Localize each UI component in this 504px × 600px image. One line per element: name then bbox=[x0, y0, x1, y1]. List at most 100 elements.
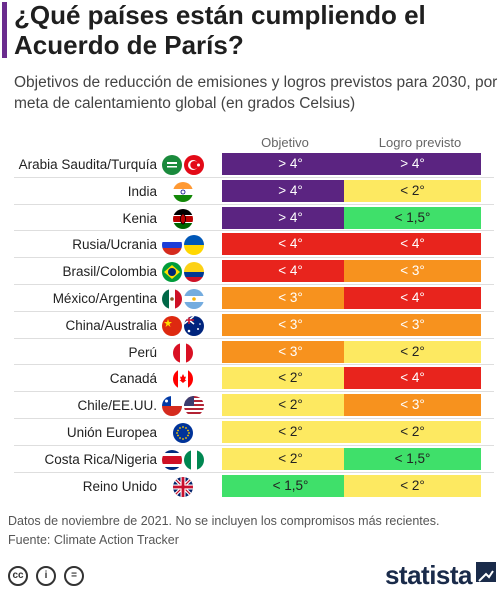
objetivo-cell: < 3° bbox=[222, 287, 359, 309]
row-divider bbox=[14, 204, 494, 205]
subtitle: Objetivos de reducción de emisiones y lo… bbox=[14, 74, 498, 112]
nd-icon: = bbox=[64, 566, 84, 586]
objetivo-cell: < 4° bbox=[222, 233, 359, 255]
accent-bar bbox=[2, 2, 7, 58]
chile-flag-icon bbox=[162, 396, 182, 416]
table-row: Rusia/Ucrania < 4° < 4° bbox=[0, 233, 504, 257]
country-label: Unión Europea bbox=[66, 425, 157, 440]
usa-flag-icon bbox=[184, 396, 204, 416]
mexico-flag-icon bbox=[162, 289, 182, 309]
logro-cell: < 3° bbox=[344, 314, 481, 336]
table-row: Perú < 3° < 2° bbox=[0, 341, 504, 365]
flag-group bbox=[162, 343, 210, 363]
brazil-flag-icon bbox=[162, 262, 182, 282]
country-label: México/Argentina bbox=[52, 291, 157, 306]
logro-cell: > 4° bbox=[344, 153, 481, 175]
russia-flag-icon bbox=[162, 235, 182, 255]
logro-cell: < 4° bbox=[344, 287, 481, 309]
flag-group bbox=[162, 396, 210, 416]
objetivo-cell: < 2° bbox=[222, 367, 359, 389]
country-label: India bbox=[127, 184, 157, 199]
table-row: Costa Rica/Nigeria < 2° < 1,5° bbox=[0, 448, 504, 472]
country-label: Perú bbox=[128, 345, 157, 360]
country-label: Chile/EE.UU. bbox=[77, 398, 157, 413]
nigeria-flag-icon bbox=[184, 450, 204, 470]
table-row: Kenia > 4° < 1,5° bbox=[0, 207, 504, 231]
colombia-flag-icon bbox=[184, 262, 204, 282]
peru-flag-icon bbox=[173, 343, 193, 363]
row-divider bbox=[14, 418, 494, 419]
statista-logo: statista bbox=[385, 560, 496, 591]
table-row: India > 4° < 2° bbox=[0, 180, 504, 204]
page-title: ¿Qué países están cumpliendo el Acuerdo … bbox=[14, 0, 426, 60]
footnote: Datos de noviembre de 2021. No se incluy… bbox=[8, 512, 504, 550]
logro-cell: < 2° bbox=[344, 180, 481, 202]
flag-group bbox=[162, 423, 210, 443]
by-icon: i bbox=[36, 566, 56, 586]
logro-cell: < 2° bbox=[344, 341, 481, 363]
footnote-note: Datos de noviembre de 2021. No se incluy… bbox=[8, 514, 440, 528]
objetivo-cell: < 3° bbox=[222, 341, 359, 363]
row-divider bbox=[14, 364, 494, 365]
logro-cell: < 1,5° bbox=[344, 207, 481, 229]
table-row: México/Argentina < 3° < 4° bbox=[0, 287, 504, 311]
country-label: China/Australia bbox=[65, 318, 157, 333]
logro-cell: < 3° bbox=[344, 394, 481, 416]
objetivo-cell: < 4° bbox=[222, 260, 359, 282]
country-label: Arabia Saudita/Turquía bbox=[18, 157, 157, 172]
flag-group bbox=[162, 316, 210, 336]
country-label: Kenia bbox=[122, 211, 157, 226]
argentina-flag-icon bbox=[184, 289, 204, 309]
table-row: Brasil/Colombia < 4° < 3° bbox=[0, 260, 504, 284]
table-row: Arabia Saudita/Turquía > 4° > 4° bbox=[0, 153, 504, 177]
flag-group bbox=[162, 450, 210, 470]
table-row: Canadá < 2° < 4° bbox=[0, 367, 504, 391]
canada-flag-icon bbox=[173, 369, 193, 389]
ukraine-flag-icon bbox=[184, 235, 204, 255]
row-divider bbox=[14, 230, 494, 231]
objetivo-cell: < 1,5° bbox=[222, 475, 359, 497]
row-divider bbox=[14, 472, 494, 473]
logro-cell: < 4° bbox=[344, 233, 481, 255]
eu-flag-icon bbox=[173, 423, 193, 443]
logro-cell: < 3° bbox=[344, 260, 481, 282]
objetivo-cell: > 4° bbox=[222, 153, 359, 175]
column-header-logro: Logro previsto bbox=[378, 135, 462, 150]
uk-flag-icon bbox=[173, 477, 193, 497]
row-divider bbox=[14, 391, 494, 392]
country-label: Canadá bbox=[109, 371, 157, 386]
table-row: Reino Unido < 1,5° < 2° bbox=[0, 475, 504, 499]
flag-group bbox=[162, 369, 210, 389]
cc-icon: cc bbox=[8, 566, 28, 586]
statista-mark-icon bbox=[476, 562, 496, 582]
row-divider bbox=[14, 338, 494, 339]
logro-cell: < 1,5° bbox=[344, 448, 481, 470]
row-divider bbox=[14, 177, 494, 178]
row-divider bbox=[14, 445, 494, 446]
objetivo-cell: > 4° bbox=[222, 207, 359, 229]
objetivo-cell: > 4° bbox=[222, 180, 359, 202]
flag-group bbox=[162, 289, 210, 309]
row-divider bbox=[14, 284, 494, 285]
turkey-flag-icon bbox=[184, 155, 204, 175]
china-flag-icon bbox=[162, 316, 182, 336]
row-divider bbox=[14, 257, 494, 258]
flag-group bbox=[162, 155, 210, 175]
flag-group bbox=[162, 182, 210, 202]
country-label: Rusia/Ucrania bbox=[72, 237, 157, 252]
country-label: Costa Rica/Nigeria bbox=[44, 452, 157, 467]
kenya-flag-icon bbox=[173, 209, 193, 229]
objetivo-cell: < 3° bbox=[222, 314, 359, 336]
footnote-source: Fuente: Climate Action Tracker bbox=[8, 533, 179, 547]
country-label: Reino Unido bbox=[82, 479, 157, 494]
brand-name: statista bbox=[384, 560, 473, 590]
india-flag-icon bbox=[173, 182, 193, 202]
flag-group bbox=[162, 209, 210, 229]
table-row: China/Australia < 3° < 3° bbox=[0, 314, 504, 338]
objetivo-cell: < 2° bbox=[222, 448, 359, 470]
flag-group bbox=[162, 235, 210, 255]
flag-group bbox=[162, 262, 210, 282]
country-label: Brasil/Colombia bbox=[62, 264, 157, 279]
logro-cell: < 2° bbox=[344, 421, 481, 443]
australia-flag-icon bbox=[184, 316, 204, 336]
